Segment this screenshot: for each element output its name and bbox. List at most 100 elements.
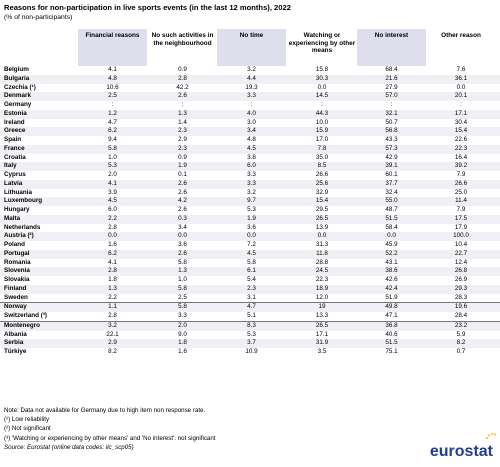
value-cell: 0.3 <box>178 214 187 222</box>
value-cell: 7.6 <box>456 66 466 73</box>
value-cell: 6.1 <box>247 267 256 275</box>
value-cell: 2.2 <box>108 293 117 301</box>
value-cell: 30.3 <box>315 74 329 82</box>
table-row: Italy 5.3 1.9 6.0 8.5 39.1 39.2 <box>0 162 500 171</box>
value-cell: 3.9 <box>108 188 117 196</box>
value-cell: 9.7 <box>247 197 256 205</box>
value-cell: 28.3 <box>454 293 468 301</box>
value-cell: 18.9 <box>315 284 329 292</box>
value-cell: 7.9 <box>456 171 466 178</box>
value-cell: 2.9 <box>178 136 187 143</box>
value-cell: 45.9 <box>385 241 398 248</box>
value-cell: 5.3 <box>247 330 256 338</box>
country-cell: Portugal <box>4 249 30 257</box>
table-row: Hungary 6.0 2.6 5.3 29.5 48.7 7.9 <box>0 206 500 215</box>
value-cell: 31.9 <box>315 339 329 347</box>
table-row: Latvia 4.1 2.6 3.3 25.6 37.7 26.6 <box>0 179 500 189</box>
value-cell: 42.4 <box>385 284 398 292</box>
note-line: (²) Not significant <box>4 425 51 433</box>
value-cell: 0.9 <box>178 66 187 73</box>
value-cell: 5.3 <box>108 162 117 170</box>
value-cell: 2.8 <box>178 74 187 82</box>
value-cell: 1.1 <box>108 303 117 311</box>
table-row: Slovakia 1.8 1.0 5.4 22.3 42.6 26.9 <box>0 276 500 285</box>
eurostat-stars-icon <box>486 433 496 439</box>
table-row: Albania 22.1 9.0 5.3 17.1 40.6 5.9 <box>0 331 500 340</box>
value-cell: 5.4 <box>247 276 256 283</box>
value-cell: 26.9 <box>454 276 468 283</box>
table-row: Lithuania 3.9 2.6 3.2 32.9 32.4 25.0 <box>0 189 500 198</box>
value-cell: : <box>390 101 393 108</box>
country-cell: Latvia <box>4 179 23 187</box>
value-cell: 2.3 <box>178 144 187 152</box>
footnotes: Note: Data not available for Germany due… <box>4 406 216 452</box>
country-cell: Belgium <box>4 66 29 73</box>
value-cell: 3.3 <box>247 179 256 187</box>
country-cell: Bulgaria <box>4 74 30 82</box>
value-cell: 30.4 <box>454 118 468 126</box>
value-cell: 51.9 <box>385 293 398 301</box>
value-cell: 1.9 <box>247 214 256 222</box>
value-cell: : <box>111 101 114 108</box>
value-cell: 0.0 <box>317 83 327 91</box>
value-cell: 8.2 <box>108 348 117 355</box>
value-cell: 51.5 <box>385 339 398 347</box>
value-cell: 52.2 <box>385 249 398 257</box>
value-cell: : <box>460 101 462 108</box>
country-cell: Sweden <box>4 293 28 301</box>
value-cell: 6.2 <box>108 127 117 135</box>
value-cell: 17.9 <box>454 223 468 231</box>
col-header-no-interest: No interest <box>374 32 409 39</box>
table-row: Cyprus 2.0 0.1 3.3 26.6 60.1 7.9 <box>0 171 500 180</box>
value-cell: 51.5 <box>385 214 398 222</box>
value-cell: 42.2 <box>176 83 189 91</box>
value-cell: 15.9 <box>315 127 329 135</box>
value-cell: 8.3 <box>247 321 256 329</box>
value-cell: 9.4 <box>108 136 117 143</box>
table-row: Bulgaria 4.8 2.8 4.4 30.3 21.6 36.1 <box>0 74 500 84</box>
table-row: Austria (²) 0.0 0.0 0.0 0.0 0.0 100.0 <box>0 232 500 241</box>
country-cell: Switzerland (³) <box>4 312 48 319</box>
value-cell: 22.7 <box>454 249 468 257</box>
value-cell: 4.7 <box>108 118 117 126</box>
value-cell: 7.2 <box>247 241 256 248</box>
header-band-financial <box>78 29 147 66</box>
country-cell: Germany <box>4 101 32 108</box>
value-cell: 2.6 <box>178 92 187 100</box>
value-cell: 25.0 <box>454 188 468 196</box>
table-subtitle: (% of non-participants) <box>4 14 73 21</box>
table-row: Netherlands 2.8 3.4 3.6 13.9 58.4 17.9 <box>0 224 500 233</box>
value-cell: 0.9 <box>178 153 187 161</box>
value-cell: 43.3 <box>385 136 398 143</box>
table-row: Denmark 2.5 2.6 3.3 14.5 57.0 20.1 <box>0 92 500 101</box>
value-cell: 8.5 <box>317 162 327 170</box>
value-cell: 29.5 <box>315 206 329 213</box>
table-row: Luxembourg 4.5 4.2 9.7 15.4 55.0 11.4 <box>0 197 500 206</box>
value-cell: 27.9 <box>385 83 398 91</box>
value-cell: 0.0 <box>387 232 396 240</box>
table-row: Romania 4.1 5.8 5.8 28.8 43.1 12.4 <box>0 259 500 268</box>
value-cell: 4.5 <box>247 249 256 257</box>
table-row: Croatia 1.0 0.9 3.8 35.0 42.9 16.4 <box>0 154 500 163</box>
value-cell: 42.9 <box>385 153 398 161</box>
value-cell: 32.9 <box>315 188 329 196</box>
table-row: Ireland 4.7 1.4 3.0 10.0 50.7 30.4 <box>0 119 500 128</box>
value-cell: 10.4 <box>454 241 468 248</box>
country-cell: Romania <box>4 258 31 266</box>
value-cell: 10.6 <box>106 83 119 91</box>
value-cell: 4.8 <box>247 136 256 143</box>
value-cell: 1.4 <box>178 118 187 126</box>
value-cell: 35.0 <box>315 153 329 161</box>
value-cell: 36.1 <box>454 74 468 82</box>
value-cell: 68.4 <box>385 66 398 73</box>
value-cell: 17.1 <box>454 109 468 117</box>
value-cell: 2.6 <box>178 179 187 187</box>
table-row: Belgium 4.1 0.9 3.2 15.8 68.4 7.6 <box>0 66 500 75</box>
value-cell: 0.1 <box>178 171 187 178</box>
value-cell: 75.1 <box>385 348 398 355</box>
country-cell: Albania <box>4 330 27 338</box>
value-cell: 5.8 <box>247 258 256 266</box>
value-cell: 2.0 <box>108 171 117 178</box>
value-cell: 2.5 <box>178 293 187 301</box>
value-cell: 14.5 <box>315 92 329 100</box>
